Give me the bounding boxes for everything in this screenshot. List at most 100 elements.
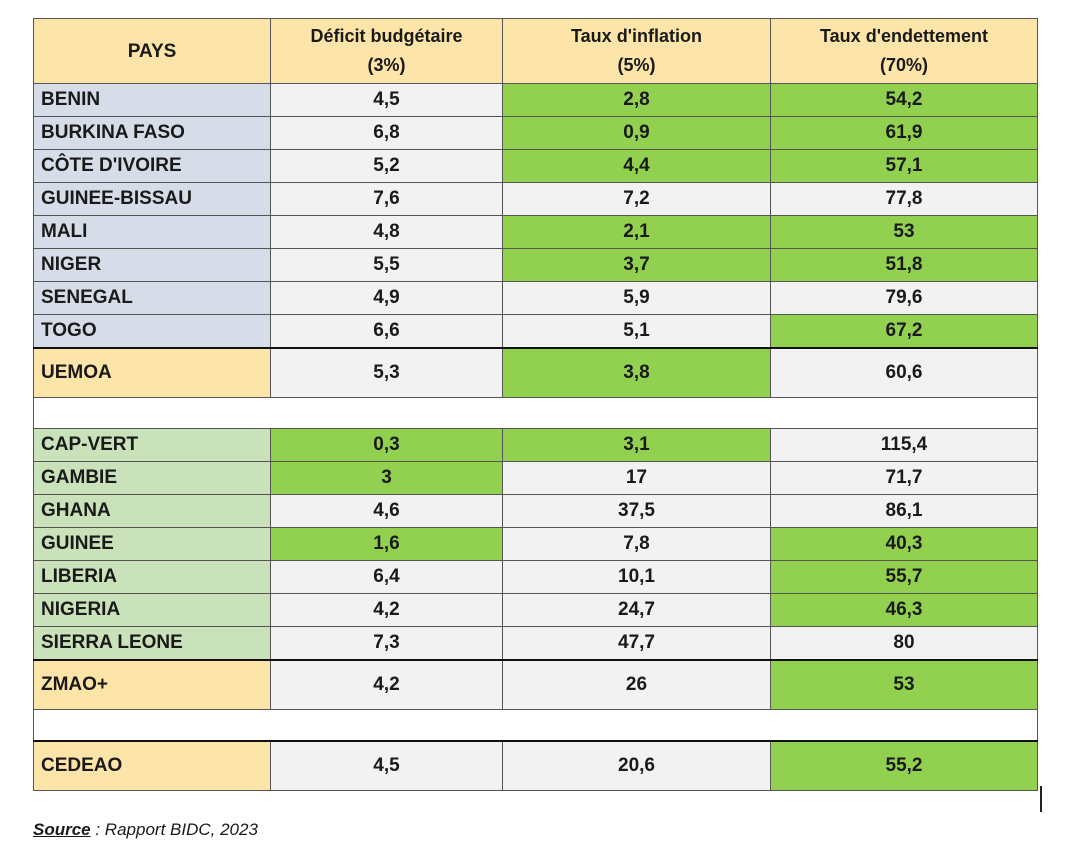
header-row: PAYS Déficit budgétaire (3%) Taux d'infla… xyxy=(33,18,1038,84)
dette-cell: 54,2 xyxy=(770,83,1038,117)
table-row: SIERRA LEONE 7,3 47,7 80 xyxy=(33,626,1038,661)
header-inflation-norm: (5%) xyxy=(617,55,656,75)
country-name: LIBERIA xyxy=(33,560,271,594)
deficit-cell: 4,9 xyxy=(270,281,503,315)
dette-cell: 55,7 xyxy=(770,560,1038,594)
dette-cell: 51,8 xyxy=(770,248,1038,282)
source-label: Source xyxy=(33,820,91,839)
header-deficit-norm: (3%) xyxy=(367,55,406,75)
country-name: GUINEE-BISSAU xyxy=(33,182,271,216)
dette-cell: 40,3 xyxy=(770,527,1038,561)
deficit-cell: 6,6 xyxy=(270,314,503,349)
inflation-cell: 47,7 xyxy=(502,626,771,661)
inflation-cell: 3,8 xyxy=(502,347,771,398)
deficit-cell: 0,3 xyxy=(270,428,503,462)
zmao-total-row: ZMAO+ 4,2 26 53 xyxy=(33,659,1038,710)
table-row: LIBERIA 6,4 10,1 55,7 xyxy=(33,560,1038,594)
dette-cell: 71,7 xyxy=(770,461,1038,495)
country-name: MALI xyxy=(33,215,271,249)
inflation-cell: 26 xyxy=(502,659,771,710)
header-dette-label: Taux d'endettement xyxy=(820,26,988,46)
country-name: CAP-VERT xyxy=(33,428,271,462)
separator-cell xyxy=(33,709,1038,742)
deficit-cell: 4,2 xyxy=(270,593,503,627)
table-row: GHANA 4,6 37,5 86,1 xyxy=(33,494,1038,528)
deficit-cell: 6,4 xyxy=(270,560,503,594)
deficit-cell: 5,2 xyxy=(270,149,503,183)
inflation-cell: 7,8 xyxy=(502,527,771,561)
dette-cell: 79,6 xyxy=(770,281,1038,315)
deficit-cell: 4,5 xyxy=(270,83,503,117)
group-name: UEMOA xyxy=(33,347,271,398)
table-row: BENIN 4,5 2,8 54,2 xyxy=(33,83,1038,117)
cedeao-total-row: CEDEAO 4,5 20,6 55,2 xyxy=(33,740,1038,791)
inflation-cell: 7,2 xyxy=(502,182,771,216)
dette-cell: 67,2 xyxy=(770,314,1038,349)
deficit-cell: 5,5 xyxy=(270,248,503,282)
dette-cell: 55,2 xyxy=(770,740,1038,791)
header-dette-norm: (70%) xyxy=(879,55,928,75)
dette-cell: 80 xyxy=(770,626,1038,661)
country-name: TOGO xyxy=(33,314,271,349)
deficit-cell: 5,3 xyxy=(270,347,503,398)
header-pays: PAYS xyxy=(33,18,271,84)
dette-cell: 53 xyxy=(770,659,1038,710)
table-edge-line xyxy=(1040,786,1042,812)
country-name: GAMBIE xyxy=(33,461,271,495)
deficit-cell: 6,8 xyxy=(270,116,503,150)
country-name: BURKINA FASO xyxy=(33,116,271,150)
inflation-cell: 4,4 xyxy=(502,149,771,183)
separator-row xyxy=(33,397,1038,429)
inflation-cell: 10,1 xyxy=(502,560,771,594)
dette-cell: 115,4 xyxy=(770,428,1038,462)
header-inflation: Taux d'inflation (5%) xyxy=(502,18,771,84)
inflation-cell: 2,1 xyxy=(502,215,771,249)
inflation-cell: 20,6 xyxy=(502,740,771,791)
deficit-cell: 4,8 xyxy=(270,215,503,249)
country-name: NIGER xyxy=(33,248,271,282)
country-name: NIGERIA xyxy=(33,593,271,627)
deficit-cell: 7,3 xyxy=(270,626,503,661)
header-inflation-label: Taux d'inflation xyxy=(571,26,702,46)
country-name: GUINEE xyxy=(33,527,271,561)
table-row: CAP-VERT 0,3 3,1 115,4 xyxy=(33,428,1038,462)
header-deficit-label: Déficit budgétaire xyxy=(310,26,463,46)
inflation-cell: 3,7 xyxy=(502,248,771,282)
table-row: GUINEE 1,6 7,8 40,3 xyxy=(33,527,1038,561)
group-name: CEDEAO xyxy=(33,740,271,791)
inflation-cell: 0,9 xyxy=(502,116,771,150)
deficit-cell: 1,6 xyxy=(270,527,503,561)
separator-cell xyxy=(33,397,1038,429)
country-name: GHANA xyxy=(33,494,271,528)
inflation-cell: 17 xyxy=(502,461,771,495)
table-row: GAMBIE 3 17 71,7 xyxy=(33,461,1038,495)
convergence-table-container: PAYS Déficit budgétaire (3%) Taux d'infla… xyxy=(33,18,1038,791)
source-note: Source : Rapport BIDC, 2023 xyxy=(33,820,258,840)
header-dette: Taux d'endettement (70%) xyxy=(770,18,1038,84)
convergence-table: PAYS Déficit budgétaire (3%) Taux d'infla… xyxy=(33,18,1038,791)
source-text: : Rapport BIDC, 2023 xyxy=(90,820,258,839)
header-deficit: Déficit budgétaire (3%) xyxy=(270,18,503,84)
uemoa-total-row: UEMOA 5,3 3,8 60,6 xyxy=(33,347,1038,398)
group-name: ZMAO+ xyxy=(33,659,271,710)
table-row: MALI 4,8 2,1 53 xyxy=(33,215,1038,249)
deficit-cell: 3 xyxy=(270,461,503,495)
dette-cell: 46,3 xyxy=(770,593,1038,627)
country-name: SENEGAL xyxy=(33,281,271,315)
dette-cell: 61,9 xyxy=(770,116,1038,150)
inflation-cell: 24,7 xyxy=(502,593,771,627)
inflation-cell: 5,1 xyxy=(502,314,771,349)
deficit-cell: 4,2 xyxy=(270,659,503,710)
deficit-cell: 7,6 xyxy=(270,182,503,216)
inflation-cell: 5,9 xyxy=(502,281,771,315)
table-row: NIGER 5,5 3,7 51,8 xyxy=(33,248,1038,282)
deficit-cell: 4,5 xyxy=(270,740,503,791)
country-name: BENIN xyxy=(33,83,271,117)
dette-cell: 53 xyxy=(770,215,1038,249)
country-name: SIERRA LEONE xyxy=(33,626,271,661)
inflation-cell: 3,1 xyxy=(502,428,771,462)
dette-cell: 60,6 xyxy=(770,347,1038,398)
dette-cell: 86,1 xyxy=(770,494,1038,528)
dette-cell: 77,8 xyxy=(770,182,1038,216)
table-row: TOGO 6,6 5,1 67,2 xyxy=(33,314,1038,349)
